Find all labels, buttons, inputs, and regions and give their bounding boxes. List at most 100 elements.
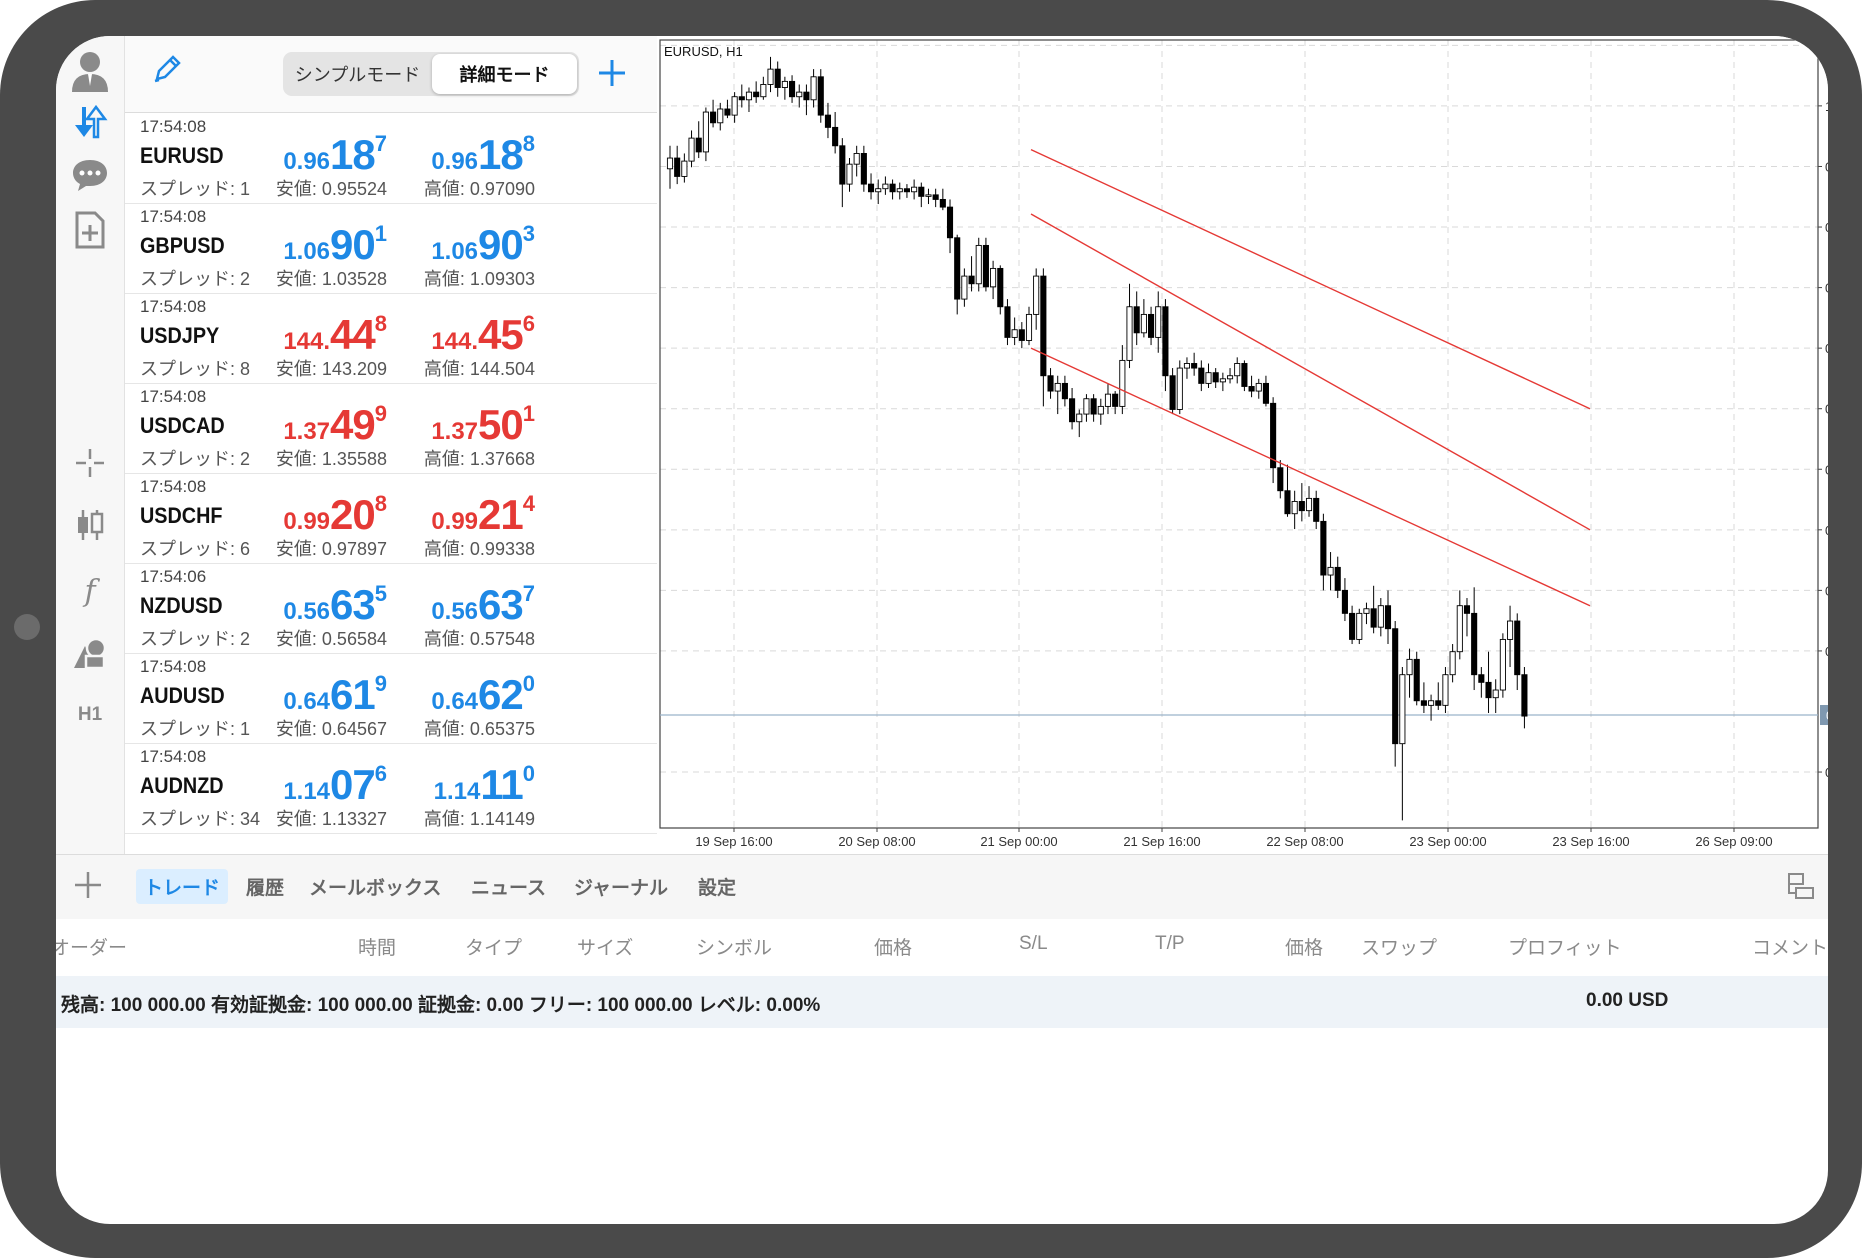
tab-news[interactable]: ニュース <box>471 878 547 899</box>
candle-body <box>731 96 738 116</box>
ask-price[interactable]: 0.56637 <box>431 581 535 628</box>
quote-symbol: AUDUSD <box>140 683 225 708</box>
ask-price[interactable]: 1.14110 <box>434 761 535 808</box>
candle-body <box>1198 367 1205 384</box>
quote-row[interactable]: 17:54:08 EURUSD スプレッド: 1 0.96187 0.96188 安値: … <box>125 113 657 204</box>
detail-mode-tab[interactable]: 詳細モード <box>432 54 577 94</box>
candle-body <box>1069 398 1076 423</box>
quote-row[interactable]: 17:54:06 NZDUSD スプレッド: 2 0.56635 0.56637 安値: … <box>125 563 657 654</box>
col-price[interactable]: 価格 <box>874 938 913 959</box>
ask-price[interactable]: 1.37501 <box>431 401 535 448</box>
tab-history[interactable]: 履歴 <box>246 878 285 899</box>
add-symbol-plus-icon[interactable] <box>595 56 629 95</box>
quote-high: 高値: 144.504 <box>423 359 535 379</box>
candle-body <box>695 137 702 153</box>
quote-time: 17:54:08 <box>140 117 207 136</box>
account-icon[interactable] <box>56 46 124 96</box>
trade-arrows-icon[interactable] <box>56 98 124 148</box>
tab-trade[interactable]: トレード <box>136 869 229 904</box>
candlestick-type-icon[interactable] <box>56 500 124 550</box>
candle-body <box>1349 612 1356 640</box>
candle-body <box>1155 306 1162 338</box>
col-profit[interactable]: プロフィット <box>1508 938 1622 959</box>
bid-price-prefix: 0.64 <box>283 688 331 715</box>
candle-body <box>954 237 961 300</box>
quote-row[interactable]: 17:54:08 USDCAD スプレッド: 2 1.37499 1.37501 安値: … <box>125 383 657 474</box>
simple-mode-tab[interactable]: シンプルモード <box>294 65 421 85</box>
tab-journal[interactable]: ジャーナル <box>574 878 669 899</box>
quote-row[interactable]: 17:54:08 AUDNZD スプレッド: 34 1.14076 1.14110 安値:… <box>125 743 657 834</box>
col-symbol[interactable]: シンボル <box>696 938 773 959</box>
quote-spread: スプレッド: 2 <box>140 269 251 289</box>
col-type[interactable]: タイプ <box>465 938 523 959</box>
bid-price[interactable]: 0.99208 <box>283 491 387 538</box>
bid-price-prefix: 144. <box>283 328 331 355</box>
tab-mailbox[interactable]: メールボックス <box>309 878 442 899</box>
timeframe-button[interactable]: H1 <box>77 704 103 725</box>
bid-price[interactable]: 0.96187 <box>283 131 387 178</box>
bid-price-big: 61 <box>330 671 376 718</box>
ask-price[interactable]: 0.99214 <box>431 491 535 538</box>
candle-body <box>1370 608 1377 628</box>
add-plus-icon[interactable] <box>72 869 104 906</box>
bid-price-pip: 8 <box>374 491 387 516</box>
new-order-document-icon[interactable] <box>56 202 124 258</box>
candle-body <box>1004 306 1011 338</box>
chart-area[interactable]: EURUSD, H1 1.00555 1.00160 0.99765 0.99370 0.… <box>658 36 1828 854</box>
candle-body <box>1485 681 1492 699</box>
ask-price[interactable]: 144.456 <box>431 311 535 358</box>
quote-symbol: GBPUSD <box>140 233 225 258</box>
candle-body <box>1499 638 1506 691</box>
bid-price[interactable]: 1.14076 <box>283 761 387 808</box>
chat-icon[interactable] <box>56 150 124 200</box>
col-tp[interactable]: T/P <box>1155 933 1185 954</box>
bid-price[interactable]: 1.37499 <box>283 401 387 448</box>
candle-body <box>1212 372 1219 383</box>
candle-body <box>1435 700 1442 706</box>
quote-row[interactable]: 17:54:08 GBPUSD スプレッド: 2 1.06901 1.06903 安値: … <box>125 203 657 294</box>
candle-body <box>1018 329 1025 341</box>
ask-price[interactable]: 0.64620 <box>431 671 535 718</box>
quote-low: 安値: 1.03528 <box>275 269 387 289</box>
bid-price[interactable]: 0.56635 <box>283 581 387 628</box>
edit-pencil-icon[interactable] <box>151 53 183 90</box>
col-comment[interactable]: コメント <box>1752 938 1828 959</box>
quote-row[interactable]: 17:54:08 USDJPY スプレッド: 8 144.448 144.456 安値: … <box>125 293 657 384</box>
candle-body <box>889 183 896 193</box>
quote-row[interactable]: 17:54:08 AUDUSD スプレッド: 1 0.64619 0.64620 安値: … <box>125 653 657 744</box>
bid-price[interactable]: 0.64619 <box>283 671 387 718</box>
col-order[interactable]: オーダー <box>56 938 128 959</box>
candle-body <box>1507 620 1514 640</box>
candle-body <box>1248 386 1255 392</box>
candle-body <box>1205 372 1212 384</box>
indicators-f-icon[interactable]: f <box>84 573 96 609</box>
col-price-current[interactable]: 価格 <box>1285 938 1324 959</box>
layout-toggle-icon[interactable] <box>1786 871 1816 906</box>
col-time[interactable]: 時間 <box>358 938 397 959</box>
candle-body <box>1270 402 1277 469</box>
price-chart[interactable]: EURUSD, H1 1.00555 1.00160 0.99765 0.99370 0.… <box>658 36 1828 854</box>
bid-price[interactable]: 1.06901 <box>283 221 387 268</box>
candle-body <box>817 76 824 116</box>
ask-price-pip: 4 <box>522 491 535 516</box>
bid-price-pip: 7 <box>374 131 387 156</box>
crosshair-icon[interactable] <box>56 438 124 488</box>
ask-price[interactable]: 1.06903 <box>431 221 535 268</box>
candle-body <box>1514 620 1521 676</box>
time-axis-label: 22 Sep 08:00 <box>1266 834 1343 849</box>
candle-body <box>1234 363 1241 377</box>
candle-body <box>1291 501 1298 515</box>
price-axis-label: 0.97000 <box>1825 583 1828 598</box>
bid-price[interactable]: 144.448 <box>283 311 387 358</box>
col-size[interactable]: サイズ <box>577 938 634 959</box>
candle-body <box>918 186 925 197</box>
col-sl[interactable]: S/L <box>1019 933 1048 954</box>
quote-row[interactable]: 17:54:08 USDCHF スプレッド: 6 0.99208 0.99214 安値: … <box>125 473 657 564</box>
candle-body <box>1176 367 1183 410</box>
col-swap[interactable]: スワップ <box>1361 938 1438 959</box>
quote-high: 高値: 1.14149 <box>423 809 535 829</box>
ask-price[interactable]: 0.96188 <box>431 131 535 178</box>
objects-shapes-icon[interactable] <box>56 628 124 678</box>
tab-settings[interactable]: 設定 <box>698 878 737 899</box>
quote-symbol: NZDUSD <box>140 593 223 618</box>
